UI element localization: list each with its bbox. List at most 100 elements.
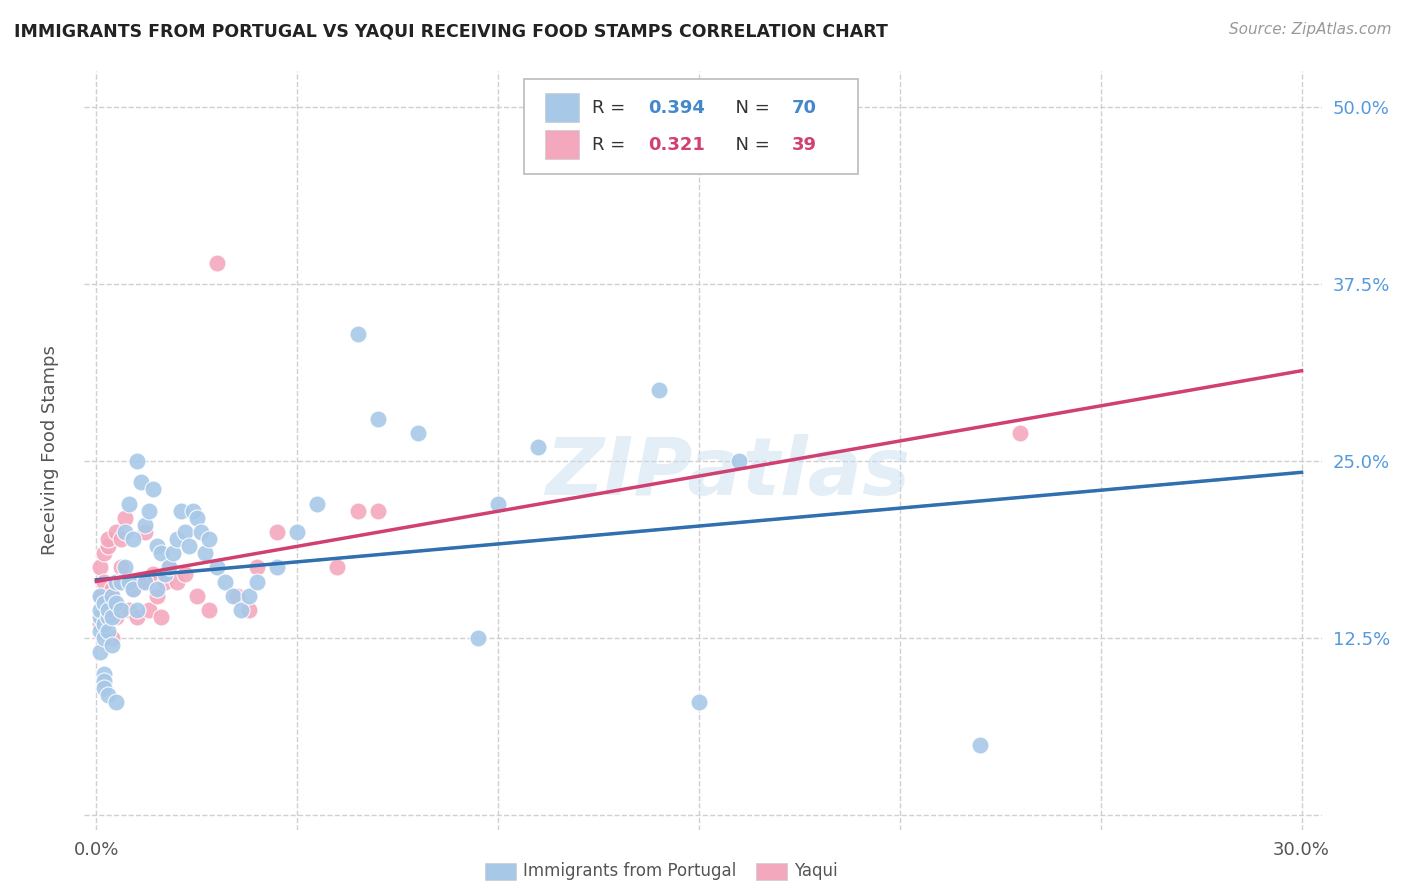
Point [205, 560, 228, 574]
Point [129, 475, 152, 490]
Point [125, 603, 148, 617]
Bar [544, 130, 579, 160]
Point [101, 610, 124, 624]
Point [93, 617, 115, 632]
Point [97, 610, 120, 624]
Point [125, 610, 148, 624]
Point [153, 574, 176, 589]
Point [101, 582, 124, 596]
Point [467, 632, 489, 646]
Point [285, 524, 308, 539]
Point [238, 603, 260, 617]
Point [105, 524, 128, 539]
Point [346, 326, 368, 341]
Point [486, 497, 509, 511]
Point [114, 510, 136, 524]
Point [728, 454, 751, 468]
Point [173, 567, 195, 582]
Text: 70: 70 [792, 99, 817, 117]
Point [105, 574, 128, 589]
Point [145, 589, 167, 603]
Point [190, 524, 212, 539]
Point [406, 425, 429, 440]
Point [93, 673, 115, 688]
Point [134, 574, 156, 589]
Point [101, 589, 124, 603]
Point [648, 383, 671, 397]
Point [969, 738, 991, 752]
Point [688, 695, 710, 709]
Point [198, 532, 221, 546]
Point [114, 560, 136, 574]
Point [89, 603, 111, 617]
Point [1010, 425, 1032, 440]
Text: 0.321: 0.321 [648, 136, 706, 154]
Point [181, 504, 204, 518]
Point [93, 632, 115, 646]
Point [101, 632, 124, 646]
Point [93, 666, 115, 681]
Point [89, 589, 111, 603]
Point [166, 574, 188, 589]
Point [194, 546, 217, 560]
Point [162, 546, 184, 560]
Point [166, 532, 188, 546]
Point [367, 504, 389, 518]
Point [117, 603, 139, 617]
Y-axis label: Receiving Food Stamps: Receiving Food Stamps [41, 345, 59, 556]
Text: IMMIGRANTS FROM PORTUGAL VS YAQUI RECEIVING FOOD STAMPS CORRELATION CHART: IMMIGRANTS FROM PORTUGAL VS YAQUI RECEIV… [14, 22, 889, 40]
Point [105, 695, 128, 709]
Point [142, 567, 165, 582]
Point [222, 589, 245, 603]
Point [121, 582, 143, 596]
Point [527, 440, 550, 454]
Point [93, 546, 115, 560]
Point [114, 524, 136, 539]
Point [205, 255, 228, 269]
Bar [544, 94, 579, 122]
Point [266, 524, 288, 539]
Point [110, 603, 132, 617]
Point [145, 539, 167, 553]
Point [93, 574, 115, 589]
Point [97, 539, 120, 553]
Point [110, 574, 132, 589]
Text: N =: N = [724, 136, 776, 154]
Point [173, 524, 195, 539]
Point [110, 532, 132, 546]
Point [157, 560, 180, 574]
Point [246, 560, 269, 574]
Text: R =: R = [592, 136, 631, 154]
Point [101, 638, 124, 652]
Point [214, 574, 236, 589]
Point [226, 589, 249, 603]
Point [110, 560, 132, 574]
Point [346, 504, 368, 518]
Text: Immigrants from Portugal: Immigrants from Portugal [523, 863, 737, 880]
Point [186, 589, 208, 603]
Point [89, 589, 111, 603]
Point [145, 582, 167, 596]
Point [229, 603, 252, 617]
Point [246, 574, 269, 589]
Point [97, 688, 120, 702]
Point [105, 610, 128, 624]
Point [93, 681, 115, 695]
Point [134, 524, 156, 539]
Point [266, 560, 288, 574]
Point [157, 560, 180, 574]
Point [97, 532, 120, 546]
Point [149, 610, 172, 624]
Point [307, 497, 329, 511]
Point [142, 483, 165, 497]
Point [134, 517, 156, 532]
Text: Yaqui: Yaqui [794, 863, 838, 880]
Text: Source: ZipAtlas.com: Source: ZipAtlas.com [1229, 22, 1392, 37]
FancyBboxPatch shape [523, 79, 858, 174]
Point [367, 411, 389, 425]
Point [129, 574, 152, 589]
Point [198, 603, 221, 617]
Point [93, 603, 115, 617]
Point [153, 567, 176, 582]
Point [170, 504, 193, 518]
